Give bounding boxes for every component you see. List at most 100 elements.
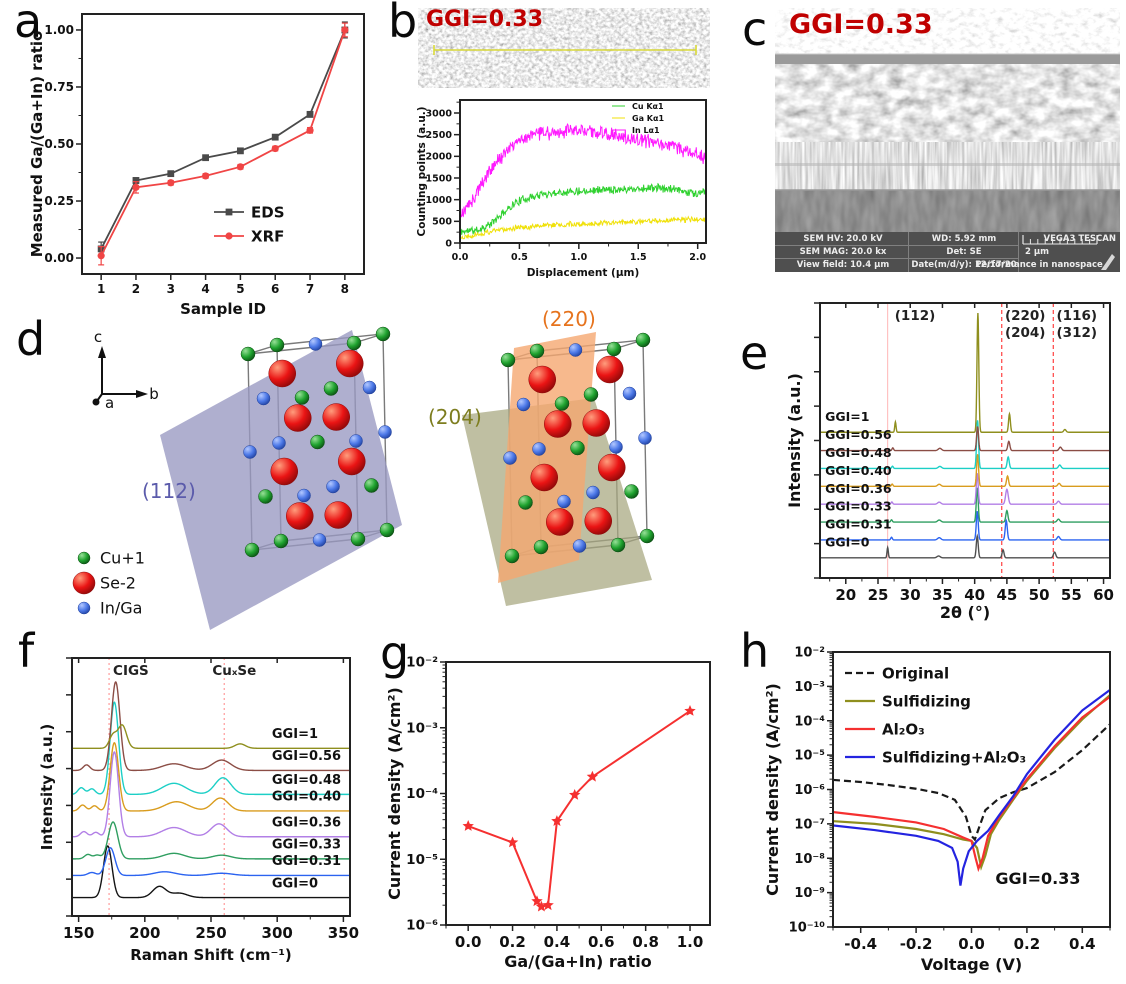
svg-text:1.0: 1.0	[570, 252, 587, 263]
svg-text:Raman Shift (cm⁻¹): Raman Shift (cm⁻¹)	[130, 946, 292, 964]
svg-text:45: 45	[996, 586, 1017, 604]
sem-viewfield-label: View field: 10.4 μm	[796, 260, 890, 270]
panel-letter-a: a	[14, 0, 43, 48]
legend-atom-Se	[72, 571, 96, 595]
svg-text:10⁻⁸: 10⁻⁸	[794, 852, 825, 867]
svg-text:25: 25	[868, 586, 889, 604]
panel-letter-e: e	[740, 326, 769, 380]
svg-text:Current density (A/cm²): Current density (A/cm²)	[385, 687, 404, 900]
chart-e: GGI=0 GGI=0.31 GGI=0.33 GGI=0.36 GGI=0.40 GGI…	[785, 302, 1114, 622]
panel-letter-d: d	[16, 312, 46, 366]
svg-text:60: 60	[1093, 586, 1114, 604]
svg-text:CIGS: CIGS	[113, 663, 149, 679]
svg-text:10⁻⁶: 10⁻⁶	[794, 783, 825, 798]
svg-text:150: 150	[63, 924, 94, 942]
svg-text:2500: 2500	[426, 130, 453, 141]
svg-text:Al₂O₃: Al₂O₃	[882, 720, 925, 738]
svg-text:GGI=1: GGI=1	[825, 409, 869, 424]
svg-text:GGI=0.33: GGI=0.33	[272, 838, 341, 853]
svg-text:10⁻⁷: 10⁻⁷	[794, 817, 825, 832]
svg-text:50: 50	[1029, 586, 1050, 604]
svg-text:10⁻¹⁰: 10⁻¹⁰	[789, 921, 826, 936]
svg-text:0.2: 0.2	[499, 933, 526, 951]
svg-text:GGI=0.40: GGI=0.40	[825, 463, 892, 478]
svg-text:10⁻³: 10⁻³	[794, 680, 825, 695]
svg-text:0.00: 0.00	[44, 251, 74, 265]
svg-text:-0.2: -0.2	[900, 935, 933, 953]
svg-text:a: a	[105, 394, 114, 412]
svg-text:GGI=0.33: GGI=0.33	[995, 869, 1080, 888]
svg-text:0.0: 0.0	[958, 935, 985, 953]
legend-atom-In	[77, 601, 91, 615]
svg-text:Displacement (μm): Displacement (μm)	[527, 267, 640, 279]
sem-cross-section-texture	[775, 8, 1120, 232]
svg-text:2: 2	[132, 282, 140, 296]
svg-text:Original: Original	[882, 664, 949, 682]
legend-atom-Cu	[77, 551, 91, 565]
svg-text:30: 30	[900, 586, 921, 604]
svg-text:1500: 1500	[426, 173, 453, 184]
svg-text:8: 8	[341, 282, 349, 296]
chart-b: 0.0 0.5 1.0 1.5 2.0 0 500 1000 1500 2000 2500 3000 D…	[416, 99, 707, 279]
svg-text:10⁻³: 10⁻³	[406, 720, 438, 736]
svg-text:2000: 2000	[426, 152, 453, 163]
svg-text:XRF: XRF	[251, 227, 284, 245]
svg-text:Current density (A/cm²): Current density (A/cm²)	[763, 683, 782, 896]
plane-label-204: (204)	[428, 405, 482, 429]
svg-text:500: 500	[432, 217, 452, 228]
svg-text:0.50: 0.50	[44, 137, 74, 151]
svg-text:10⁻⁶: 10⁻⁶	[406, 918, 438, 934]
svg-text:2.0: 2.0	[689, 252, 706, 263]
svg-text:35: 35	[932, 586, 953, 604]
svg-text:40: 40	[964, 586, 985, 604]
svg-text:4: 4	[201, 282, 209, 296]
svg-text:0.0: 0.0	[455, 933, 482, 951]
sem-vendor-label: VEGA3 TESCAN	[1043, 234, 1116, 244]
svg-text:300: 300	[262, 924, 293, 942]
svg-text:GGI=0.36: GGI=0.36	[272, 815, 341, 830]
crystal-structure-diagram: c b a (112) (204) (220) Cu+1 Se-2 In/Ga	[72, 307, 655, 630]
svg-text:2θ (°): 2θ (°)	[940, 603, 990, 622]
svg-text:Intensity (a.u.): Intensity (a.u.)	[785, 373, 804, 508]
svg-text:GGI=0.33: GGI=0.33	[825, 499, 891, 514]
svg-text:Ga Kα1: Ga Kα1	[632, 114, 664, 123]
svg-text:1.00: 1.00	[44, 23, 74, 37]
svg-text:10⁻²: 10⁻²	[406, 655, 438, 671]
svg-text:Sample ID: Sample ID	[180, 300, 266, 318]
sem-surface-image: GGI=0.33	[418, 8, 710, 88]
svg-text:1.0: 1.0	[677, 933, 704, 951]
panel-letter-b: b	[388, 0, 418, 48]
svg-text:7: 7	[306, 282, 314, 296]
svg-text:GGI=0.31: GGI=0.31	[825, 517, 891, 532]
svg-text:1: 1	[97, 282, 105, 296]
svg-text:3: 3	[167, 282, 175, 296]
sem-wd-label: WD: 5.92 mm	[931, 234, 997, 244]
svg-text:Measured Ga/(Ga+In) ratio: Measured Ga/(Ga+In) ratio	[28, 31, 46, 258]
svg-text:c: c	[94, 328, 102, 346]
svg-text:GGI=0.56: GGI=0.56	[825, 427, 892, 442]
sem-hv-label: SEM HV: 20.0 kV	[803, 234, 883, 244]
panel-letter-h: h	[740, 624, 770, 678]
svg-text:GGI=0.36: GGI=0.36	[825, 481, 892, 496]
svg-text:200: 200	[129, 924, 160, 942]
svg-text:6: 6	[271, 282, 279, 296]
svg-text:Intensity (a.u.): Intensity (a.u.)	[38, 724, 56, 850]
svg-text:1.5: 1.5	[630, 252, 647, 263]
svg-text:0.2: 0.2	[1014, 935, 1041, 953]
svg-text:Sulfidizing+Al₂O₃: Sulfidizing+Al₂O₃	[882, 748, 1026, 766]
svg-text:250: 250	[195, 924, 226, 942]
svg-text:(116): (116)	[1057, 308, 1098, 324]
svg-text:10⁻⁹: 10⁻⁹	[794, 886, 825, 901]
chart-g: 0.0 0.2 0.4 0.6 0.8 1.0 10⁻⁶ 10⁻⁵ 10⁻⁴ 10⁻³ 10⁻² Ga…	[385, 655, 711, 971]
sem-mag-label: SEM MAG: 20.0 kx	[799, 247, 887, 257]
chart-a: 1 2 3 4 5 6 7 8 0.00 0.25 0.50 0.75 1.00 Sample ID Mea…	[28, 13, 365, 318]
sem-date-label: Date(m/d/y): 12/17/20	[911, 260, 1017, 270]
svg-text:GGI=0: GGI=0	[272, 876, 318, 891]
plane-label-220: (220)	[542, 307, 596, 331]
svg-text:3000: 3000	[426, 108, 453, 119]
svg-text:In Lα1: In Lα1	[632, 126, 660, 135]
svg-text:55: 55	[1061, 586, 1082, 604]
svg-text:(204): (204)	[1005, 325, 1046, 341]
svg-text:(112): (112)	[895, 308, 936, 324]
